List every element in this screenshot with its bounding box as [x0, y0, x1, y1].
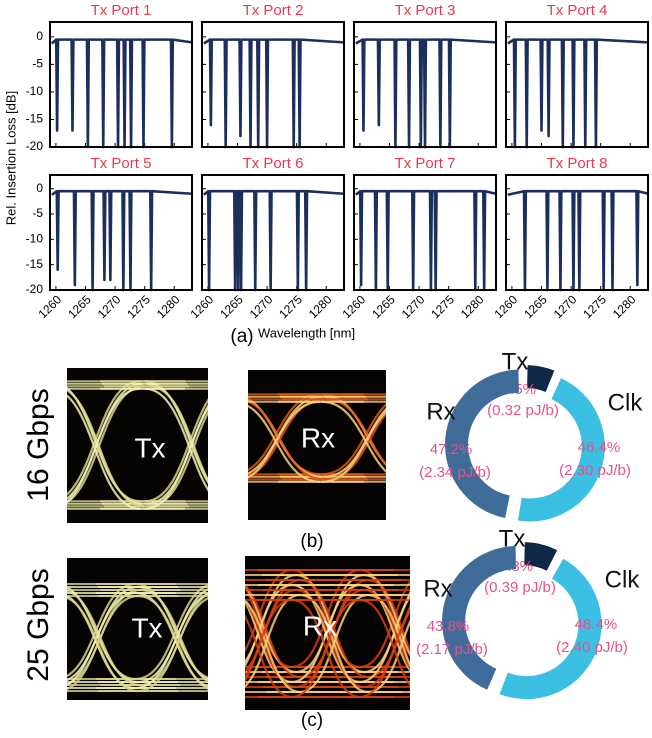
slice-energy: (2.40 pJ/b): [556, 639, 628, 656]
panel-title: Tx Port 7: [395, 155, 456, 172]
panel-label: (b): [300, 531, 323, 552]
x-tick-label: 1270: [399, 292, 428, 321]
slice-name: Clk: [605, 566, 641, 593]
x-tick-label: 1275: [428, 292, 457, 321]
figure: Rel. Insertion Loss [dB] (a) Wavelength …: [0, 0, 652, 733]
slice-percent: 48.4%: [575, 616, 618, 633]
spectrum-line: [52, 40, 192, 147]
x-tick-label: 1280: [458, 292, 487, 321]
slice-percent: 47.2%: [430, 441, 473, 458]
eye-label: Rx: [301, 422, 335, 453]
y-tick-label: -20: [26, 139, 44, 153]
spectrum-line: [508, 40, 648, 147]
slice-energy: (2.17 pJ/b): [416, 641, 488, 658]
y-tick-label: -5: [32, 57, 43, 71]
x-axis-label: Wavelength [nm]: [258, 325, 355, 340]
x-tick-label: 1270: [95, 292, 124, 321]
eye-label: Rx: [303, 610, 337, 641]
slice-energy: (2.34 pJ/b): [419, 464, 491, 481]
spectrum-line: [356, 40, 496, 147]
y-axis-label: Rel. Insertion Loss [dB]: [3, 91, 18, 225]
x-tick-label: 1265: [217, 292, 246, 321]
y-tick-label: 0: [36, 29, 43, 43]
x-tick-label: 1260: [35, 292, 64, 321]
slice-energy: (0.39 pJ/b): [484, 579, 556, 596]
x-tick-label: 1280: [306, 292, 335, 321]
x-tick-label: 1275: [124, 292, 153, 321]
x-tick-label: 1260: [491, 292, 520, 321]
x-tick-label: 1270: [247, 292, 276, 321]
slice-name: Rx: [426, 398, 455, 425]
panel-title: Tx Port 5: [91, 155, 152, 172]
panel-title: Tx Port 8: [547, 155, 608, 172]
spectrum-line: [204, 191, 344, 290]
slice-percent: 43.8%: [427, 618, 470, 635]
x-tick-label: 1260: [339, 292, 368, 321]
eye-label: Tx: [134, 432, 165, 463]
panel-title: Tx Port 6: [243, 155, 304, 172]
x-tick-label: 1275: [580, 292, 609, 321]
x-tick-label: 1270: [551, 292, 580, 321]
slice-name: Clk: [608, 389, 644, 416]
panel-title: Tx Port 3: [395, 2, 456, 19]
panel-label: (a): [230, 326, 253, 347]
slice-energy: (2.30 pJ/b): [559, 462, 631, 479]
y-tick-label: -15: [26, 257, 44, 271]
panel-title: Tx Port 1: [91, 2, 152, 19]
y-tick-label: -15: [26, 112, 44, 126]
y-tick-label: -10: [26, 84, 44, 98]
x-tick-label: 1265: [521, 292, 550, 321]
panel-title: Tx Port 2: [243, 2, 304, 19]
y-tick-label: -20: [26, 282, 44, 296]
panel-label: (c): [301, 710, 323, 731]
x-tick-label: 1265: [369, 292, 398, 321]
y-tick-label: -10: [26, 232, 44, 246]
panel-title: Tx Port 4: [547, 2, 608, 19]
page: {"figure": {"y_label": "Rel. Insertion L…: [0, 0, 652, 733]
y-tick-label: -5: [32, 206, 43, 220]
x-tick-label: 1260: [187, 292, 216, 321]
y-tick-label: 0: [36, 181, 43, 195]
slice-percent: 46.4%: [578, 439, 621, 456]
spectrum-line: [356, 191, 496, 290]
spectrum-line: [508, 191, 648, 290]
slice-name: Rx: [423, 575, 452, 602]
spectrum-line: [204, 40, 344, 147]
slice-energy: (0.32 pJ/b): [487, 402, 559, 419]
x-tick-label: 1280: [610, 292, 639, 321]
spectrum-line: [52, 191, 192, 290]
row-label: 25 Gbps: [22, 568, 55, 681]
x-tick-label: 1280: [154, 292, 183, 321]
eye-diagrams: [5, 368, 470, 710]
x-tick-label: 1265: [65, 292, 94, 321]
eye-label: Tx: [131, 612, 162, 643]
x-tick-label: 1275: [276, 292, 305, 321]
row-label: 16 Gbps: [22, 388, 55, 501]
